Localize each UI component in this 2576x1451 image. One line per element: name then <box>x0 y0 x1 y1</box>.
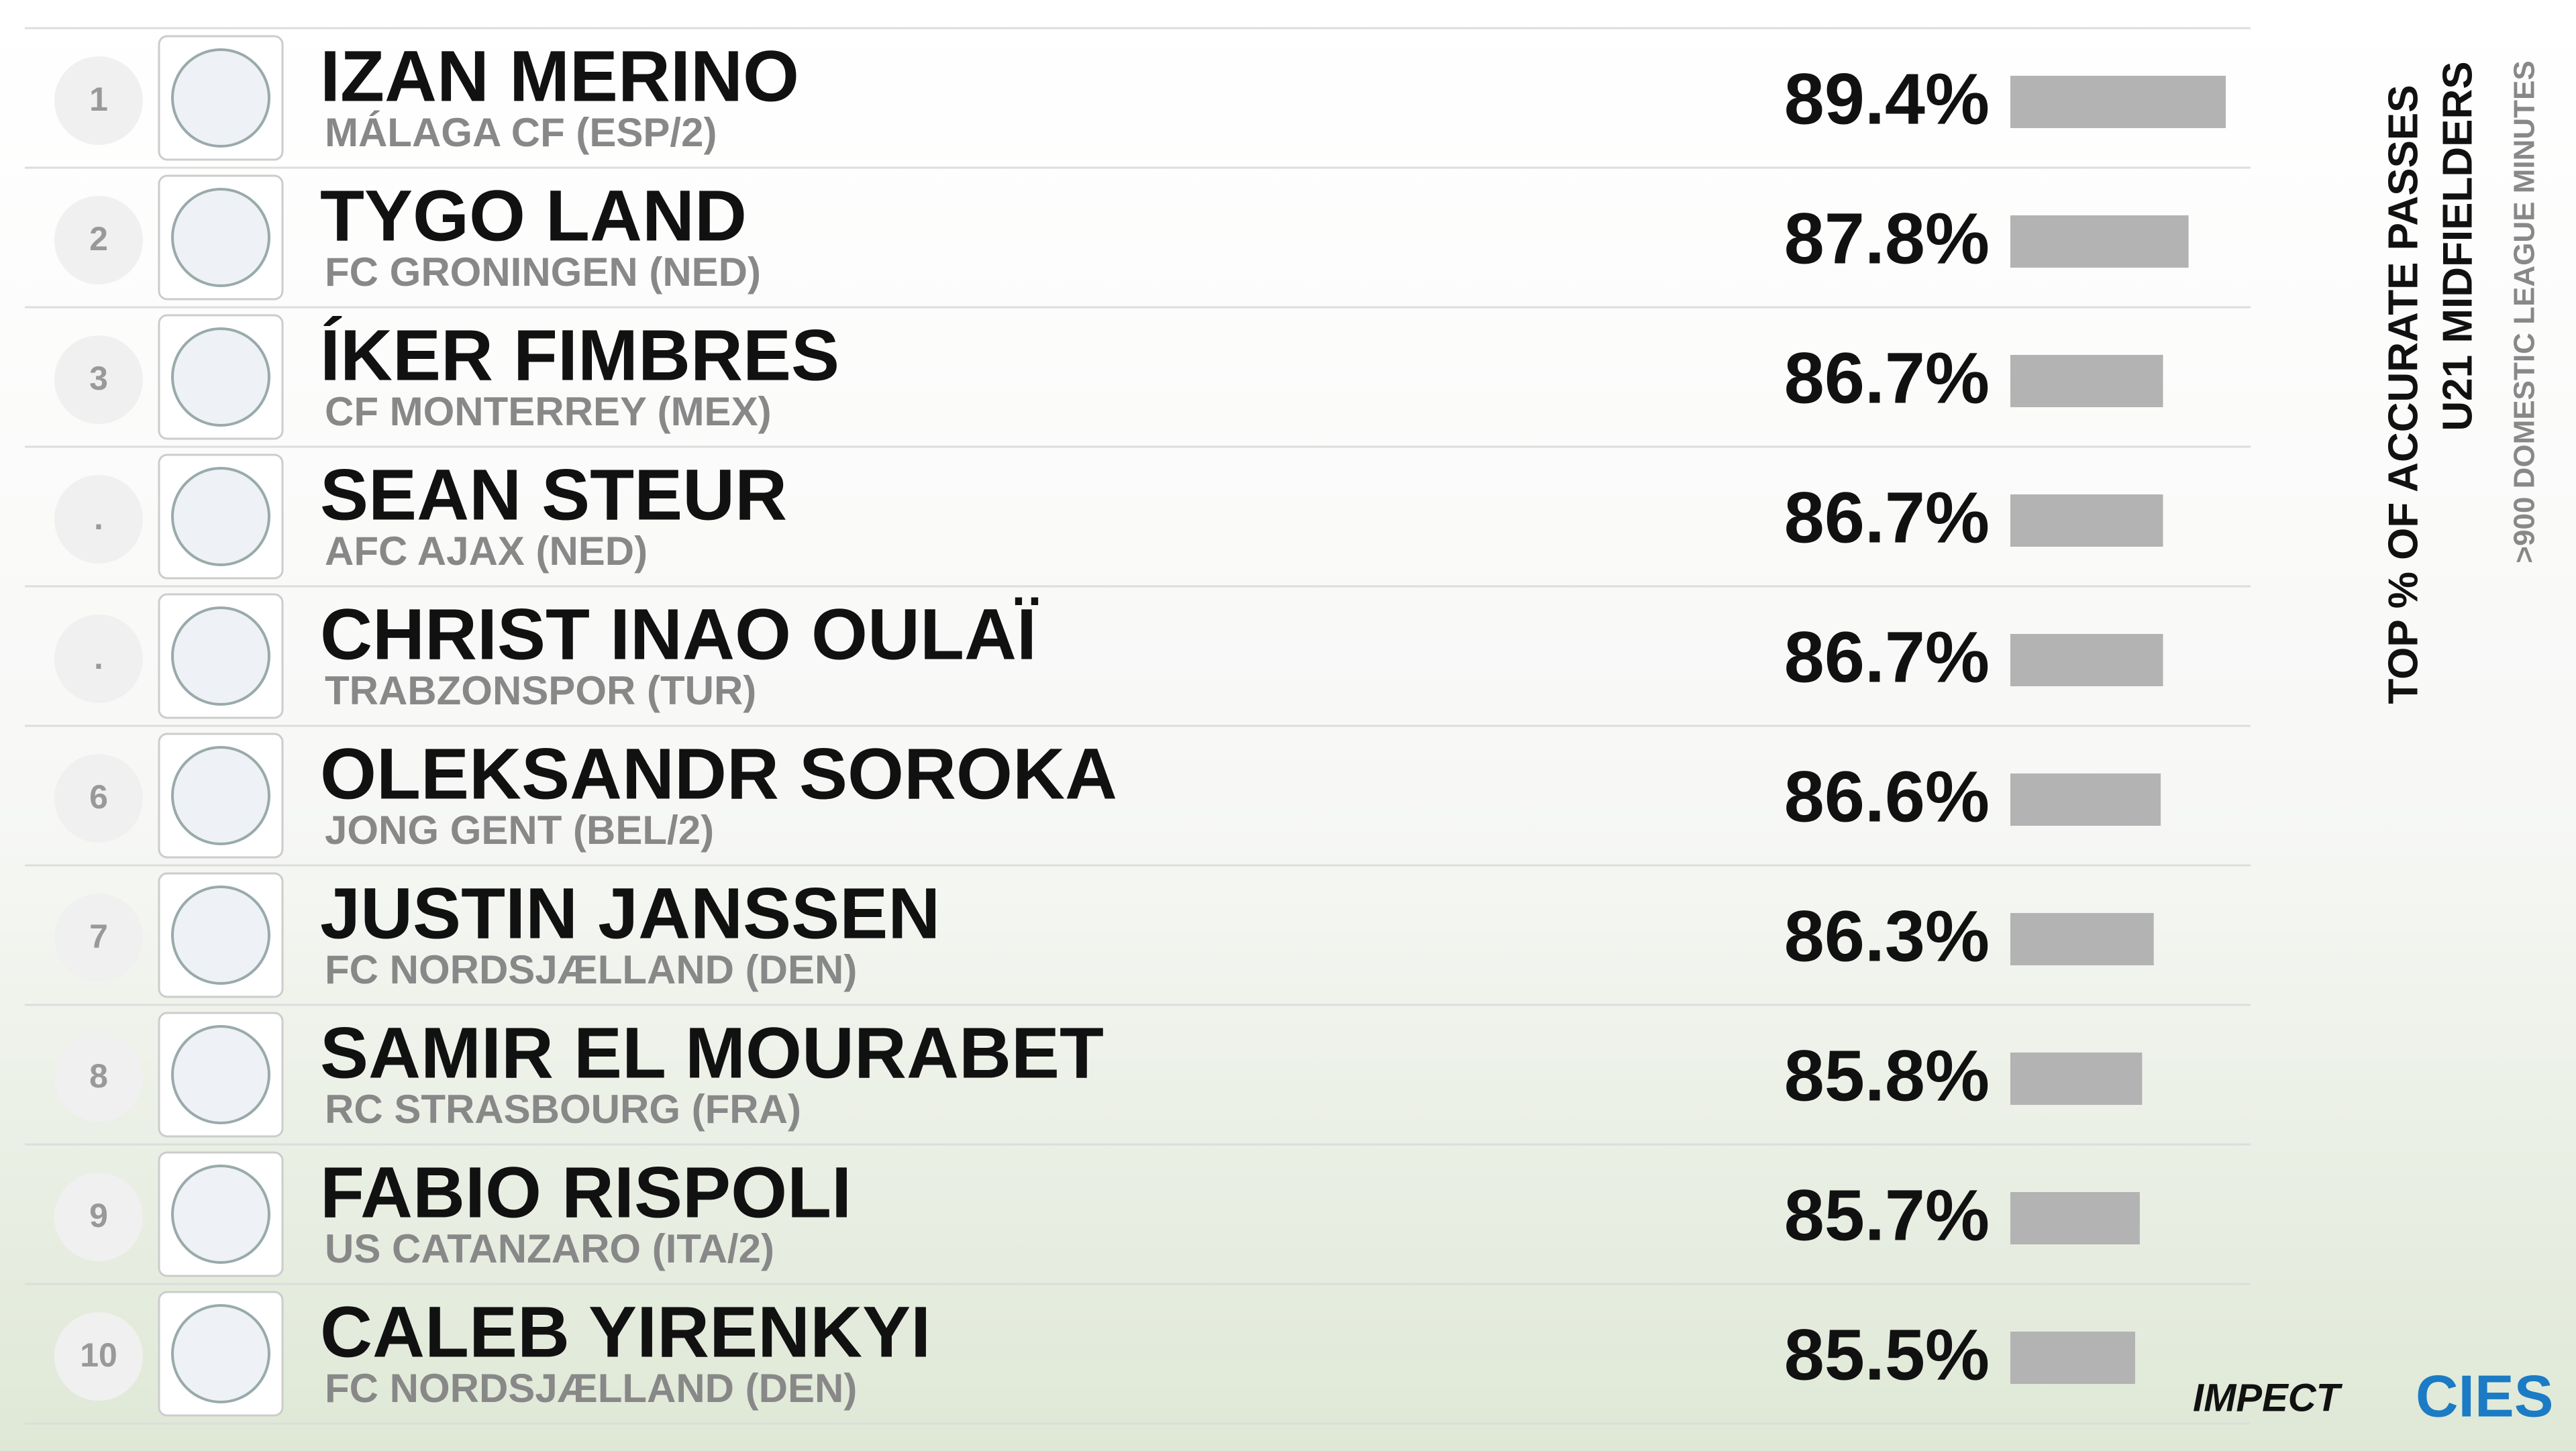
bar <box>2010 215 2189 268</box>
player-name: FABIO RISPOLI <box>320 1152 852 1233</box>
value-label: 86.7% <box>1784 616 1990 698</box>
rank-badge <box>54 1173 143 1261</box>
player-name: SAMIR EL MOURABET <box>320 1012 1104 1093</box>
player-name: JUSTIN JANSSEN <box>320 873 940 954</box>
rank: . <box>94 499 103 537</box>
rank-badge <box>54 56 143 145</box>
player-name: ÍKER FIMBRES <box>320 315 839 396</box>
bar <box>2010 1053 2143 1105</box>
club-logo <box>171 467 270 566</box>
brand-logo: CIES <box>2416 1362 2553 1429</box>
player-name: CALEB YIRENKYI <box>320 1291 931 1373</box>
player-name: TYGO LAND <box>320 175 747 256</box>
club-logo <box>171 1165 270 1264</box>
club-logo <box>171 188 270 287</box>
bar <box>2010 773 2161 826</box>
bar <box>2010 355 2163 407</box>
rank-badge <box>54 1312 143 1401</box>
rank-badge <box>54 754 143 843</box>
value-label: 89.4% <box>1784 58 1990 140</box>
club-logo <box>171 1304 270 1403</box>
club-name: JONG GENT (BEL/2) <box>325 808 714 853</box>
rank: 6 <box>89 778 108 816</box>
value-label: 85.8% <box>1784 1035 1990 1116</box>
bar <box>2010 913 2154 965</box>
club-name: CF MONTERREY (MEX) <box>325 389 772 434</box>
bar <box>2010 1332 2135 1384</box>
bar <box>2010 1192 2140 1244</box>
club-name: FC GRONINGEN (NED) <box>325 250 761 294</box>
rank: 1 <box>89 80 108 118</box>
rank-badge <box>54 335 143 424</box>
rank-badge <box>54 894 143 982</box>
value-label: 85.7% <box>1784 1175 1990 1256</box>
rank: 2 <box>89 220 108 258</box>
club-name: TRABZONSPOR (TUR) <box>325 668 756 713</box>
bar <box>2010 494 2163 547</box>
brand-logo: IMPECT <box>2193 1376 2343 1419</box>
bar <box>2010 76 2226 128</box>
player-name: SEAN STEUR <box>320 454 787 535</box>
rank: . <box>94 639 103 676</box>
club-name: AFC AJAX (NED) <box>325 529 648 574</box>
value-label: 86.7% <box>1784 337 1990 419</box>
value-label: 86.3% <box>1784 896 1990 977</box>
rank: 8 <box>89 1057 108 1095</box>
club-name: RC STRASBOURG (FRA) <box>325 1087 801 1132</box>
rank: 7 <box>89 918 108 955</box>
rank-badge <box>54 196 143 284</box>
club-logo <box>171 746 270 845</box>
value-label: 86.6% <box>1784 756 1990 837</box>
club-logo <box>171 327 270 427</box>
chart-title: TOP % OF ACCURATE PASSES <box>2380 85 2426 704</box>
player-name: IZAN MERINO <box>320 36 799 117</box>
value-label: 87.8% <box>1784 198 1990 279</box>
club-logo <box>171 1025 270 1124</box>
rank-badge <box>54 475 143 563</box>
rank: 9 <box>89 1197 108 1234</box>
club-logo <box>171 606 270 706</box>
rank: 10 <box>80 1336 117 1374</box>
chart-subtitle: U21 MIDFIELDERS <box>2434 61 2481 431</box>
value-label: 85.5% <box>1784 1314 1990 1395</box>
club-name: FC NORDSJÆLLAND (DEN) <box>325 1366 857 1411</box>
club-name: US CATANZARO (ITA/2) <box>325 1226 774 1271</box>
rank-badge <box>54 1033 143 1122</box>
rank-badge <box>54 614 143 703</box>
club-logo <box>171 885 270 985</box>
club-name: MÁLAGA CF (ESP/2) <box>325 110 717 155</box>
club-name: FC NORDSJÆLLAND (DEN) <box>325 947 857 992</box>
bar <box>2010 634 2163 686</box>
club-logo <box>171 48 270 148</box>
chart-note: >900 DOMESTIC LEAGUE MINUTES <box>2508 60 2541 563</box>
value-label: 86.7% <box>1784 477 1990 558</box>
player-name: OLEKSANDR SOROKA <box>320 733 1117 814</box>
player-name: CHRIST INAO OULAÏ <box>320 594 1039 675</box>
rank: 3 <box>89 360 108 397</box>
